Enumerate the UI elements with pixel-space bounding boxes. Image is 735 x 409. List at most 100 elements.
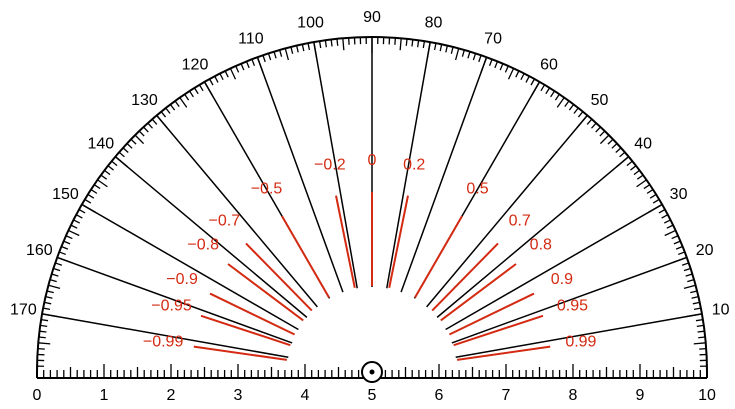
arc-tick (499, 63, 504, 71)
arc-tick (75, 214, 83, 219)
arc-tick (93, 184, 101, 190)
arc-tick (611, 143, 618, 149)
arc-tick (417, 40, 420, 48)
arc-tick (599, 134, 610, 145)
arc-tick (573, 107, 579, 114)
arc-tick (307, 43, 311, 51)
arc-tick (53, 267, 61, 272)
arc-tick (193, 87, 199, 95)
correlation-line (414, 215, 463, 299)
arc-tick (478, 55, 482, 63)
arc-tick (677, 251, 685, 256)
arc-tick (595, 126, 601, 133)
correlation-line (227, 263, 304, 322)
angle-line (451, 256, 688, 344)
arc-tick (693, 307, 701, 311)
arc-tick (174, 100, 180, 108)
arc-tick (685, 273, 693, 277)
arc-tick (184, 93, 190, 101)
ruler-label: 2 (167, 387, 176, 404)
arc-tick (643, 184, 651, 190)
correlation-line (440, 263, 517, 322)
correlation-line (245, 242, 313, 312)
arc-tick (626, 160, 633, 167)
ruler-label: 4 (301, 387, 310, 404)
arc-tick (454, 48, 460, 61)
arc-tick (461, 49, 465, 57)
ruler-label: 9 (636, 387, 645, 404)
arc-tick (134, 134, 145, 145)
correlation-label: 0.9 (551, 271, 573, 288)
arc-tick (697, 330, 705, 333)
ruler-label: 7 (502, 387, 511, 404)
arc-tick (520, 73, 525, 81)
arc-tick (143, 126, 149, 133)
arc-tick (87, 193, 95, 199)
arc-tick (599, 130, 606, 137)
correlation-line (193, 345, 288, 361)
arc-tick (507, 68, 515, 80)
angle-label: 40 (634, 136, 652, 153)
angle-line (256, 56, 344, 293)
angle-label: 30 (670, 186, 688, 203)
correlation-label: 0.95 (557, 297, 588, 314)
arc-tick (690, 290, 698, 294)
arc-tick (245, 61, 250, 69)
angle-label: 140 (87, 136, 114, 153)
arc-tick (46, 290, 54, 294)
arc-tick (615, 147, 622, 154)
arc-tick (467, 51, 471, 59)
arc-tick (693, 342, 706, 345)
arc-tick (691, 296, 699, 299)
angle-label: 50 (591, 92, 609, 109)
angle-label: 90 (363, 9, 381, 26)
correlation-line (335, 195, 356, 288)
angle-line (386, 41, 431, 289)
arc-tick (450, 46, 454, 54)
arc-tick (411, 39, 414, 47)
arc-tick (48, 284, 61, 290)
arc-tick (666, 224, 674, 229)
arc-tick (661, 214, 669, 219)
correlation-line (456, 345, 551, 361)
arc-tick (214, 75, 219, 83)
arc-tick (556, 97, 565, 108)
correlation-line (431, 242, 499, 312)
arc-tick (198, 84, 204, 92)
arc-tick (38, 342, 51, 345)
arc-tick (664, 229, 676, 237)
arc-tick (65, 235, 73, 240)
angle-label: 80 (425, 15, 443, 32)
angle-line (56, 256, 293, 344)
arc-tick (494, 61, 499, 69)
arc-tick (695, 318, 703, 322)
arc-tick (683, 284, 696, 290)
arc-tick (38, 336, 46, 339)
arc-tick (399, 38, 402, 51)
arc-tick (44, 301, 52, 305)
angle-line (455, 313, 703, 358)
correlation-label: 0.5 (466, 180, 488, 197)
arc-tick (111, 160, 118, 167)
arc-tick (97, 179, 108, 188)
correlation-label: −0.9 (166, 271, 198, 288)
arc-tick (43, 307, 51, 311)
arc-tick (279, 49, 283, 57)
arc-tick (649, 193, 657, 199)
correlation-line (281, 215, 330, 299)
arc-tick (235, 65, 240, 73)
angle-label: 110 (238, 31, 264, 48)
arc-tick (55, 262, 63, 266)
correlation-line (448, 292, 535, 336)
arc-tick (224, 70, 229, 78)
angle-line (400, 56, 488, 293)
correlation-label: −0.2 (314, 156, 346, 173)
arc-tick (151, 118, 158, 125)
ruler-label: 6 (435, 387, 444, 404)
arc-tick (422, 41, 426, 49)
arc-tick (545, 87, 551, 95)
angle-line (445, 203, 663, 331)
ruler-label: 8 (569, 387, 578, 404)
arc-tick (683, 267, 691, 272)
angle-label: 60 (540, 57, 558, 74)
